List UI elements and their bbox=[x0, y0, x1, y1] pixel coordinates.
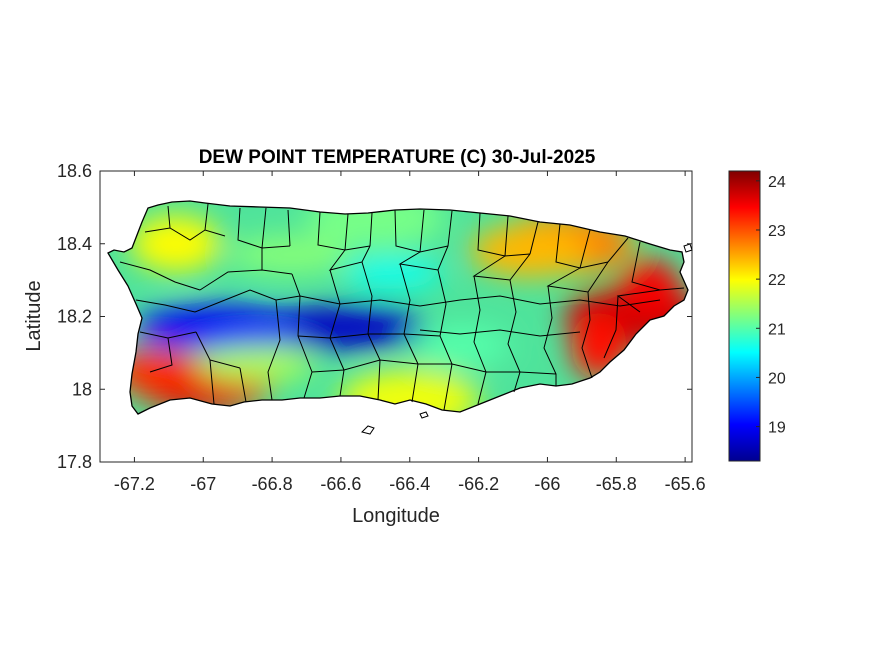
y-tick-label: 18.4 bbox=[57, 234, 92, 254]
municipality-border bbox=[459, 295, 661, 307]
municipality-border bbox=[204, 203, 209, 231]
x-axis-ticks: -67.2 -67 -66.8 -66.6 -66.4 -66.2 -66 -65.8 -65.… bbox=[114, 171, 706, 494]
municipality-border bbox=[529, 221, 539, 255]
municipality-border bbox=[199, 269, 293, 291]
municipality-border bbox=[149, 337, 173, 373]
y-axis-ticks: 17.8 18 18.2 18.4 18.6 bbox=[57, 161, 692, 472]
municipality-border bbox=[477, 212, 531, 257]
municipality-border bbox=[119, 261, 201, 291]
colorbar bbox=[728, 170, 761, 462]
x-tick-label: -65.8 bbox=[596, 474, 637, 494]
municipality-border bbox=[543, 285, 557, 386]
y-axis-label: Latitude bbox=[23, 280, 45, 351]
municipality-border bbox=[287, 209, 291, 247]
field-region bbox=[135, 305, 306, 350]
y-tick-label: 18.6 bbox=[57, 161, 92, 181]
chart-title: DEW POINT TEMPERATURE (C) 30-Jul-2025 bbox=[199, 147, 596, 168]
municipality-border bbox=[398, 245, 449, 271]
field-region bbox=[130, 215, 221, 272]
colorbar-ticks: 19 20 21 22 23 24 bbox=[756, 174, 786, 437]
municipality-border bbox=[616, 289, 661, 313]
y-tick-label: 17.8 bbox=[57, 452, 92, 472]
municipality-border bbox=[317, 211, 371, 251]
island-outline bbox=[107, 200, 689, 415]
x-tick-label: -66.8 bbox=[252, 474, 293, 494]
colorbar-tick-label: 20 bbox=[768, 370, 786, 387]
municipality-border bbox=[555, 223, 609, 269]
municipality-border bbox=[239, 367, 247, 403]
municipality-border bbox=[311, 359, 557, 375]
municipality-border bbox=[581, 291, 593, 379]
colorbar-tick-label: 23 bbox=[768, 223, 786, 240]
municipality-border bbox=[261, 207, 267, 249]
x-tick-label: -66 bbox=[534, 474, 560, 494]
islet-outline bbox=[419, 411, 429, 419]
colorbar-tick-label: 19 bbox=[768, 420, 786, 437]
municipality-border bbox=[328, 245, 371, 271]
x-tick-label: -67 bbox=[190, 474, 216, 494]
municipality-border bbox=[546, 261, 609, 293]
municipality-border bbox=[144, 227, 226, 241]
municipality-border bbox=[135, 299, 226, 313]
y-tick-label: 18.2 bbox=[57, 307, 92, 327]
municipality-border bbox=[472, 253, 531, 281]
colorbar-tick-label: 24 bbox=[768, 174, 786, 191]
field-region bbox=[411, 325, 512, 366]
x-axis-label: Longitude bbox=[352, 505, 440, 527]
municipality-border bbox=[299, 295, 461, 307]
islet-outline bbox=[683, 243, 693, 253]
municipality-border bbox=[297, 333, 441, 339]
municipality-border bbox=[504, 215, 509, 257]
colorbar-tick-label: 22 bbox=[768, 272, 786, 289]
x-tick-label: -66.4 bbox=[389, 474, 430, 494]
municipality-border bbox=[607, 237, 629, 263]
municipality-border bbox=[447, 210, 453, 247]
municipality-border bbox=[579, 229, 591, 269]
x-tick-label: -66.6 bbox=[320, 474, 361, 494]
field-region bbox=[194, 345, 315, 382]
small-islands bbox=[361, 243, 693, 435]
municipality-border bbox=[603, 295, 619, 359]
municipality-border bbox=[167, 205, 171, 229]
x-tick-label: -66.2 bbox=[458, 474, 499, 494]
municipality-border bbox=[237, 207, 291, 249]
municipality-border bbox=[631, 241, 685, 291]
municipality-border bbox=[419, 209, 425, 253]
colorbar-tick-label: 21 bbox=[768, 321, 786, 338]
municipality-border bbox=[369, 212, 373, 247]
y-tick-label: 18 bbox=[72, 379, 92, 399]
municipality-border bbox=[267, 299, 281, 401]
islet-outline bbox=[361, 425, 375, 435]
field-region bbox=[342, 256, 443, 289]
municipality-border bbox=[394, 209, 449, 253]
municipality-border bbox=[344, 213, 349, 251]
municipality-border bbox=[209, 359, 215, 405]
x-tick-label: -65.6 bbox=[665, 474, 706, 494]
municipality-border bbox=[224, 289, 301, 301]
municipality-border bbox=[419, 329, 581, 337]
municipality-borders bbox=[119, 203, 685, 411]
x-tick-label: -67.2 bbox=[114, 474, 155, 494]
municipality-border bbox=[507, 279, 521, 393]
